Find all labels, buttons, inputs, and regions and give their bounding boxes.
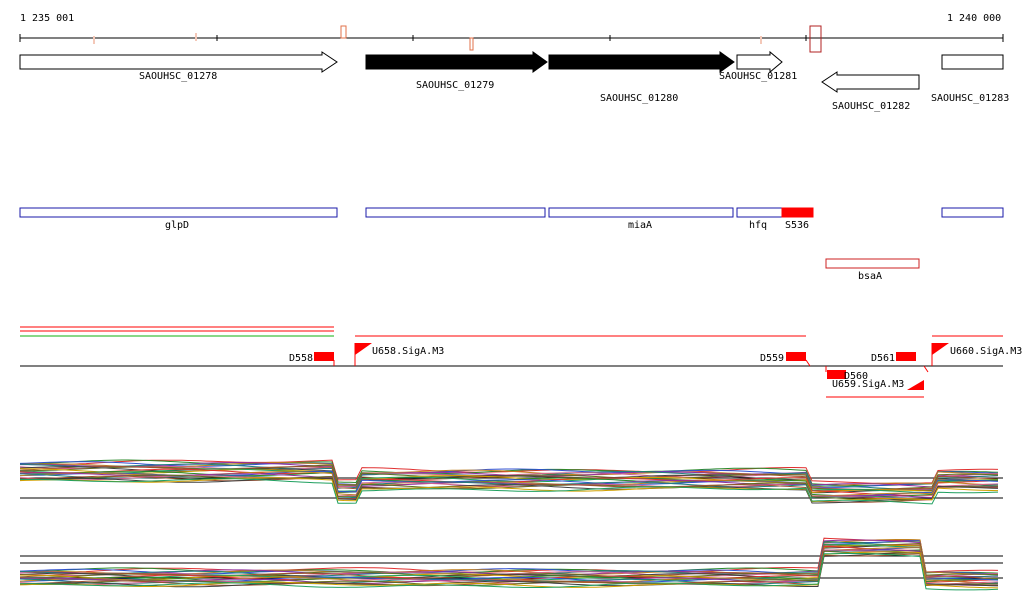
promoter-u658[interactable]: [355, 343, 372, 355]
gene-arrow-saouhsc-01282[interactable]: [821, 71, 920, 93]
gene-label: SAOUHSC_01279: [416, 80, 494, 91]
promoter-label: U659.SigA.M3: [832, 379, 904, 390]
feature-label: S536: [785, 220, 809, 231]
expression-profile-line: [19, 545, 998, 581]
expression-profile-line: [19, 553, 999, 591]
gene-track: SAOUHSC_01278 SAOUHSC_01279 SAOUHSC_0128…: [19, 50, 1009, 112]
gene-label: SAOUHSC_01282: [832, 101, 910, 112]
downregion-label: D558: [289, 353, 313, 364]
gene-arrow-saouhsc-01283[interactable]: [941, 54, 1004, 70]
downregion-d559[interactable]: [786, 352, 806, 361]
expression-profile-line: [19, 459, 999, 487]
downregion-d560[interactable]: [827, 370, 846, 379]
downregion-d561[interactable]: [896, 352, 916, 361]
promoter-label: U660.SigA.M3: [950, 346, 1022, 357]
feature-label: bsaA: [858, 271, 882, 282]
gene-label: SAOUHSC_01278: [139, 71, 217, 82]
gene-label: SAOUHSC_01283: [931, 93, 1009, 104]
expression-profile-line: [20, 478, 999, 505]
gene-label: SAOUHSC_01280: [600, 93, 678, 104]
expression-profile-line: [19, 465, 999, 491]
genome-axis: [19, 25, 1004, 53]
expression-profile-line: [19, 551, 999, 588]
regulatory-track: D558 D559 D560 D561 U658.SigA.M3 U660.Si…: [20, 326, 1022, 398]
gene-name-track: glpD miaA hfq S536 bsaA: [19, 207, 1004, 282]
expression-profile-line: [19, 461, 999, 489]
feature-label: miaA: [628, 220, 652, 231]
gene-arrow-saouhsc-01281[interactable]: [736, 50, 783, 74]
expression-profile-line: [19, 537, 999, 574]
gene-label: SAOUHSC_01281: [719, 71, 797, 82]
feature-box-miaa[interactable]: [548, 207, 734, 218]
downregion-label: D560: [844, 371, 868, 382]
feature-box-bsaa[interactable]: [825, 258, 920, 269]
coordinate-end: 1 240 000: [947, 13, 1002, 24]
expression-profile-line: [19, 473, 999, 500]
expression-profile-line: [19, 474, 999, 501]
promoter-u660[interactable]: [932, 343, 949, 355]
feature-box[interactable]: [365, 207, 546, 218]
coordinate-start: 1 235 001: [20, 13, 75, 24]
downregion-label: D559: [760, 353, 784, 364]
gene-arrow-saouhsc-01280[interactable]: [548, 51, 735, 73]
feature-box-s536[interactable]: [781, 207, 814, 218]
expression-profile-line: [19, 477, 999, 504]
downregion-d558[interactable]: [314, 352, 334, 361]
feature-label: hfq: [749, 220, 767, 231]
expression-profile-line: [20, 468, 999, 494]
feature-box-hfq[interactable]: [736, 207, 784, 218]
feature-box-glpd[interactable]: [19, 207, 338, 218]
downregion-label: D561: [871, 353, 895, 364]
promoter-label: U658.SigA.M3: [372, 346, 444, 357]
gene-arrow-saouhsc-01279[interactable]: [365, 51, 548, 73]
expression-track-upper: [19, 459, 1003, 505]
expression-track-lower: [19, 537, 1003, 591]
gene-arrow-saouhsc-01278[interactable]: [19, 51, 338, 73]
feature-box[interactable]: [941, 207, 1004, 218]
feature-label: glpD: [165, 220, 189, 231]
promoter-u659[interactable]: [907, 380, 924, 390]
